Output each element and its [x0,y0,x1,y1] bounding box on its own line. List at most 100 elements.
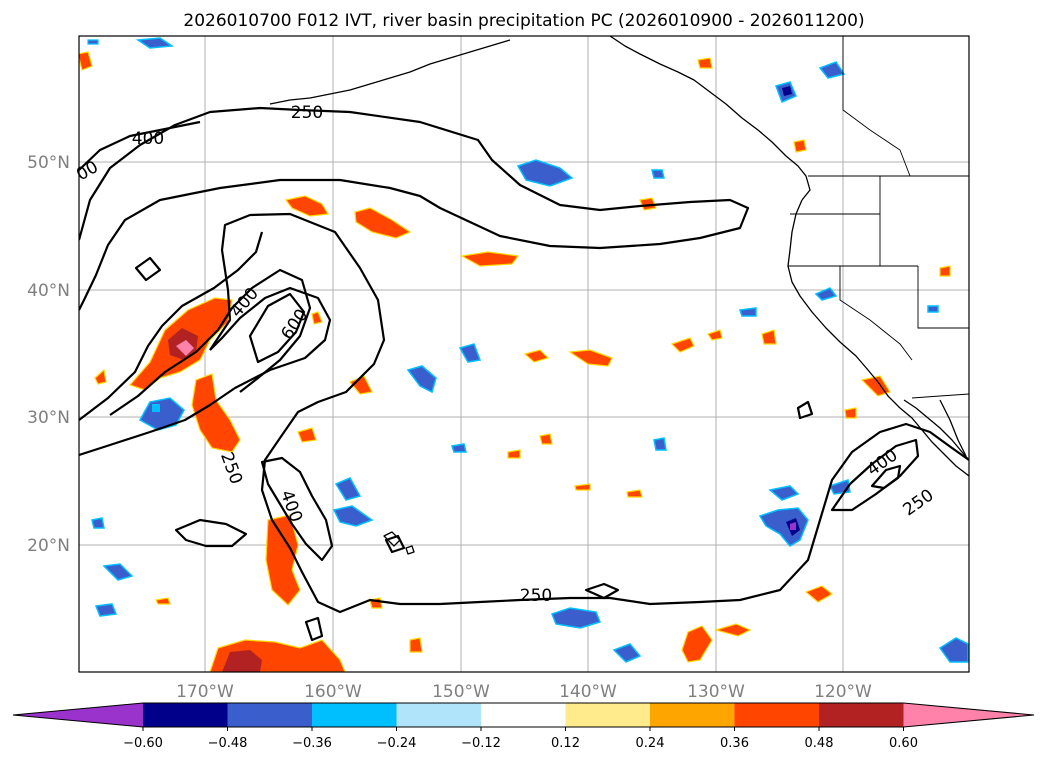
precip-patch-neg-small-7 [152,404,160,412]
coastline-hawaii [383,531,415,555]
colorbar-segment-9 [819,703,905,727]
colorbar-segment-2 [227,703,313,727]
precip-patch-neg-small-8 [87,39,99,45]
colorbar: −0.60 −0.48 −0.36 −0.24 −0.12 0.12 0.24 0.36 0.4… [12,702,1035,751]
border-state-nv-ut [917,266,969,329]
ivt-label-250-north: 250 [291,103,323,123]
precip-patch-pos-small-10 [939,265,951,277]
precip-patch-neg-sw-c [94,603,118,617]
ivt-contour-600 [248,292,306,364]
precip-patch-neg-north-d [818,61,846,79]
precip-patch-pos-small-1 [539,433,553,445]
map-frame-border [78,35,970,673]
lon-label-130w: 130°W [687,682,745,702]
precip-patch-pos-small-8 [311,311,323,325]
precip-patch-neg-central-a [406,365,437,394]
precip-patch-pos-small-9 [507,449,521,459]
ivt-contour-250-east-inner [870,464,902,490]
map-title: 2026010700 F012 IVT, river basin precipi… [183,11,864,31]
ivt-contour-small-e [134,256,162,282]
precip-patch-pos-ne-b [793,139,807,153]
precip-patch-pos-ne-c [697,57,713,69]
lon-label-160w: 160°W [304,682,362,702]
precip-patch-neg-small-5 [651,169,665,179]
precip-patch-neg-small-4 [738,307,757,317]
precip-patch-neg-north-b [135,37,175,49]
precip-patch-pos-sw-small [94,368,107,385]
precip-patch-neg-se-corner [938,637,969,663]
colorbar-tick-label-2: −0.36 [292,736,332,751]
lat-label-20n: 20°N [27,536,70,556]
lon-label-140w: 140°W [559,682,617,702]
political-borders [788,36,969,399]
colorbar-tick-label-4: −0.12 [461,736,501,751]
precip-patch-pos-mid-f [761,329,777,345]
precip-patch-pos-south-core [222,650,262,672]
lat-label-30n: 30°N [27,408,70,428]
border-state-ca-nv [839,266,913,361]
coastline-alaska-canada [609,36,811,201]
ivt-contour-400-west [79,231,264,421]
ivt-contour-250-sw-loop [174,518,248,548]
precip-pc-patches [79,37,969,672]
precip-patch-pos-mid-a [460,251,520,267]
map-frame-background [79,36,969,672]
colorbar-tick-label-7: 0.36 [720,736,749,751]
coastline-aleutians [269,39,511,105]
precip-patch-pos-se-b [681,625,713,663]
precip-patch-neg-south-a [551,607,602,629]
precip-patch-pos-small-3 [626,489,643,498]
coastline-gulf-ca [939,399,967,457]
ivt-contour-250-south [79,286,332,457]
coastlines [269,36,969,555]
precip-patch-neg-small-1 [451,443,467,453]
colorbar-segment-8 [734,703,820,727]
longitude-labels: 170°W 160°W 150°W 140°W 130°W 120°W [176,682,872,702]
precip-patch-pos-northmid-b [354,207,412,239]
precip-patch-pos-small-2 [574,483,591,491]
ivt-label-400-northwest: 400 [132,129,164,149]
precip-patch-pos-mid-c [523,349,550,363]
precip-patch-pos-w-small [297,427,317,443]
colorbar-tick-label-6: 0.24 [636,736,665,751]
lon-label-120w: 120°W [814,682,872,702]
colorbar-tick-label-0: −0.60 [123,736,163,751]
precip-patch-pos-se-a [804,585,834,603]
precip-patch-neg-sw-b [91,517,105,529]
coastline-west-us [787,199,969,477]
precip-patch-pos-mid-d [670,337,695,353]
precip-patch-pos-small-7 [155,597,171,605]
precip-patch-pos-northmid-a [284,195,329,217]
lat-label-40n: 40°N [27,281,70,301]
latitude-labels: 50°N 40°N 30°N 20°N [27,153,70,556]
precip-patch-neg-small-6 [927,305,939,313]
colorbar-segment-1 [143,703,229,727]
ivt-label-250-south: 250 [520,586,552,606]
precip-patch-pos-small-6 [409,637,423,653]
precip-patch-neg-central-d [332,505,374,527]
precip-patch-neg-east-a [758,507,809,547]
colorbar-segment-5 [481,703,567,727]
border-alaska-canada [842,36,911,177]
precip-patch-pos-small-11 [79,51,93,71]
lon-label-170w: 170°W [176,682,234,702]
colorbar-tick-label-5: 0.12 [551,736,580,751]
ivt-contour-250-main [79,106,750,311]
ivt-contour-400-inner [109,268,312,416]
colorbar-tick-label-3: −0.24 [377,736,417,751]
ivt-contour-small-d [796,400,814,420]
colorbar-tick-label-1: −0.48 [208,736,248,751]
precip-patch-pos-chain-a [191,373,241,453]
colorbar-segment-4 [396,703,482,727]
ivt-contour-400-east [830,438,920,512]
colorbar-extend-max [903,703,1034,727]
ivt-contour-small-a [304,616,324,642]
precip-patch-pos-mid-b [568,349,613,367]
precip-patch-neg-east-peak [790,522,796,530]
precip-patch-neg-small-3 [814,287,838,301]
precip-patch-neg-south-b [612,643,642,663]
ivt-contour-400-north [79,120,201,171]
colorbar-tick-label-9: 0.60 [889,736,918,751]
ivt-contour-small-b [584,582,620,600]
